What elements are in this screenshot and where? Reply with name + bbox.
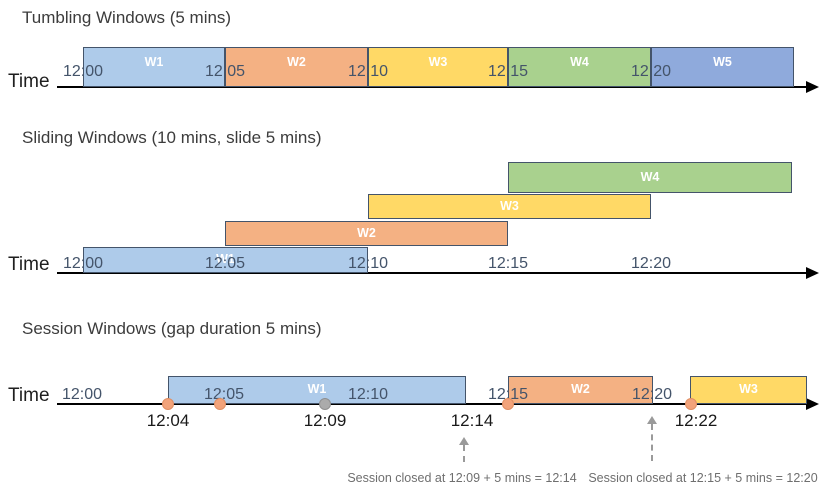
window-box-sliding-w3: [368, 194, 651, 219]
session-close-dashed-line-2: [651, 424, 653, 461]
window-box-tumbling-w2: [225, 47, 368, 87]
tick-session-1200: 12:00: [61, 386, 103, 403]
window-box-sliding-w4: [508, 162, 792, 193]
section-title-sliding-windows: Sliding Windows (10 mins, slide 5 mins): [22, 128, 322, 147]
event-dot-5: [685, 398, 697, 410]
window-label-sliding-w2: W2: [357, 226, 376, 240]
tick-session-1215: 12:15: [487, 386, 529, 403]
event-dot-3: [319, 398, 331, 410]
tick-sliding-1200: 12:00: [62, 255, 104, 272]
event-dot-2: [214, 398, 226, 410]
window-box-session-w3: [690, 376, 807, 404]
session-close-annotation-2: Session closed at 12:15 + 5 mins = 12:20: [588, 471, 818, 485]
tick-tumbling-1200: 12:00: [62, 63, 104, 80]
window-label-tumbling-w1: W1: [144, 55, 164, 69]
window-label-tumbling-w4: W4: [570, 55, 589, 69]
timeline-tumbling: [57, 86, 806, 88]
session-close-arrowhead-1: [459, 437, 469, 445]
tick-session-1210: 12:10: [347, 386, 389, 403]
timeline-arrowhead-sliding: [806, 267, 819, 279]
window-label-session-w2: W2: [571, 382, 590, 396]
window-box-tumbling-w1: [83, 47, 225, 87]
time-axis-label-session: Time: [8, 385, 50, 406]
section-title-session-windows: Session Windows (gap duration 5 mins): [22, 319, 322, 338]
session-close-annotation-1: Session closed at 12:09 + 5 mins = 12:14: [347, 471, 577, 485]
time-axis-label-tumbling: Time: [8, 71, 50, 92]
window-label-session-w1: W1: [307, 382, 327, 396]
session-close-dashed-line-1: [463, 445, 465, 462]
window-label-tumbling-w3: W3: [428, 55, 448, 69]
timeline-session: [57, 403, 806, 405]
event-time-label-1222: 12:22: [674, 411, 718, 430]
tick-session-1220: 12:20: [631, 386, 673, 403]
tick-tumbling-1220: 12:20: [630, 63, 672, 80]
event-dot-1: [162, 398, 174, 410]
tick-tumbling-1205: 12:05: [204, 63, 246, 80]
event-dot-4: [502, 398, 514, 410]
tick-tumbling-1210: 12:10: [347, 63, 389, 80]
window-label-sliding-w3: W3: [500, 199, 519, 213]
event-time-label-1209: 12:09: [303, 411, 347, 430]
window-label-tumbling-w2: W2: [287, 55, 306, 69]
time-axis-label-sliding: Time: [8, 254, 50, 275]
timeline-arrowhead-session: [806, 398, 819, 410]
event-time-label-1204: 12:04: [146, 411, 190, 430]
tick-tumbling-1215: 12:15: [487, 63, 529, 80]
session-close-arrowhead-2: [647, 416, 657, 424]
timeline-arrowhead-tumbling: [806, 81, 819, 93]
window-box-tumbling-w4: [508, 47, 651, 87]
tick-session-1205: 12:05: [203, 386, 245, 403]
window-box-tumbling-w3: [368, 47, 508, 87]
window-box-sliding-w2: [225, 221, 508, 246]
window-label-sliding-w1: W1: [216, 252, 235, 266]
window-box-sliding-w1: [83, 247, 368, 273]
tick-sliding-1205: 12:05: [204, 255, 246, 272]
timeline-sliding: [57, 272, 806, 274]
window-label-session-w3: W3: [739, 382, 758, 396]
tick-sliding-1215: 12:15: [487, 255, 529, 272]
window-box-session-w2: [508, 376, 653, 404]
section-title-tumbling-windows: Tumbling Windows (5 mins): [22, 8, 232, 27]
window-label-tumbling-w5: W5: [713, 55, 732, 69]
window-box-tumbling-w5: [651, 47, 794, 87]
event-time-label-1214: 12:14: [450, 411, 494, 430]
window-label-sliding-w4: W4: [640, 170, 660, 184]
window-box-session-w1: [168, 376, 466, 404]
tick-sliding-1210: 12:10: [347, 255, 389, 272]
tick-sliding-1220: 12:20: [630, 255, 672, 272]
